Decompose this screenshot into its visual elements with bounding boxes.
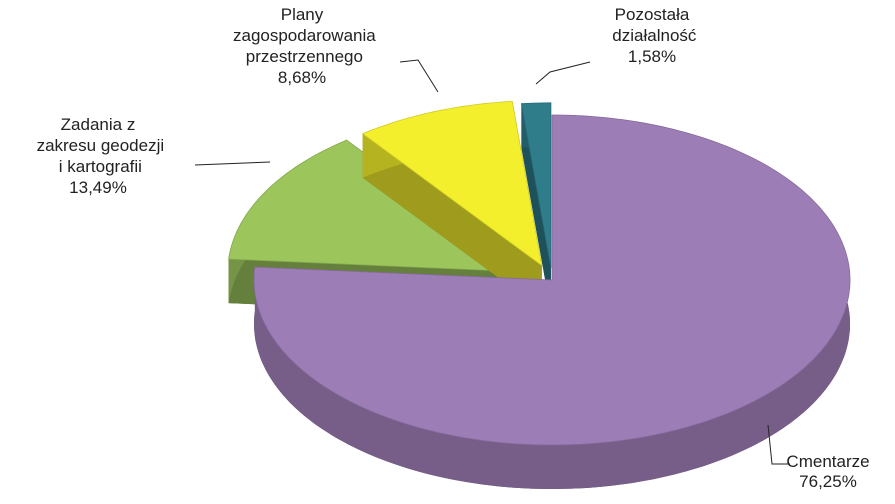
leader-line: [399, 59, 439, 93]
slice: [253, 114, 851, 489]
category-label: Zadania z zakresu geodezji i kartografii: [32, 115, 164, 176]
category-label: Plany zagospodarowania przestrzennego: [228, 5, 376, 66]
slice: [520, 102, 552, 312]
pie: [228, 100, 851, 489]
category-label: Pozostała działalność: [608, 5, 697, 45]
slice-cut: [521, 103, 551, 312]
slice-cut: [362, 133, 542, 310]
value-label: 8,68%: [278, 68, 326, 87]
leader-line: [194, 161, 271, 166]
leader-line: [535, 61, 591, 85]
value-label: 76,25%: [799, 472, 857, 491]
category-label: Cmentarze: [786, 452, 869, 471]
value-label: 13,49%: [69, 178, 127, 197]
slice-top: [253, 114, 851, 446]
slice: [361, 100, 543, 310]
value-label: 1,58%: [628, 47, 676, 66]
leader-line: [767, 424, 790, 465]
slice-top: [361, 100, 543, 267]
slice-top: [520, 102, 552, 268]
